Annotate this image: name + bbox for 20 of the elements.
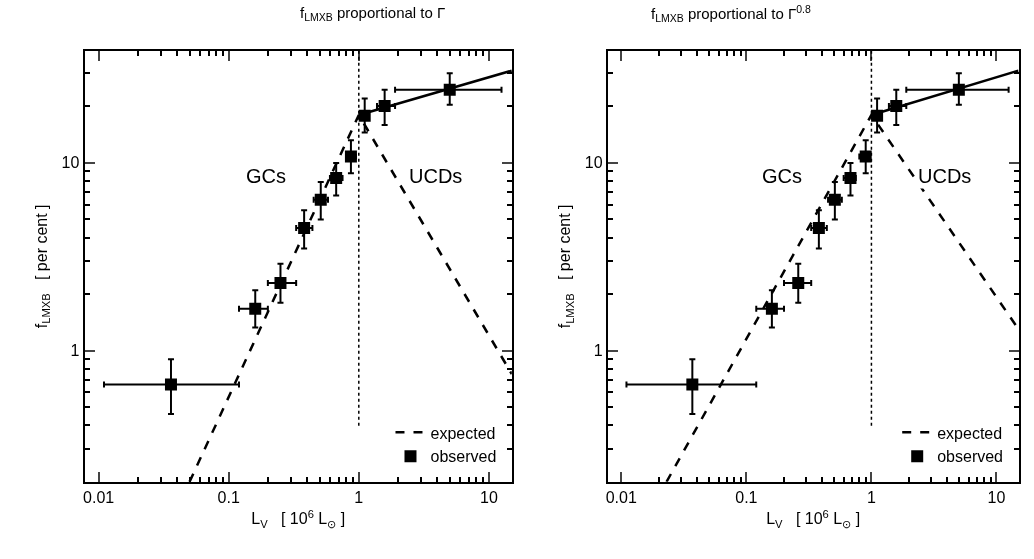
x-axis-title: L$_{V}$ [ 10$^{6}$ L$_{⊙}$ ] [766,507,861,530]
x-tick-label: 1 [354,489,364,507]
annotation: GCs [246,165,286,187]
legend-label: observed [937,448,1004,466]
x-tick-label: 10 [480,489,498,507]
annotation: UCDs [409,165,463,187]
chart-title: f$_{LMXB}$ proportional to Γ [300,4,446,24]
legend-label: expected [937,424,1003,442]
annotation: GCs [762,165,802,187]
legend-label: observed [430,448,497,466]
x-tick-label: 0.01 [83,489,115,507]
annotation: UCDs [918,165,972,187]
legend-label: expected [430,424,496,442]
x-axis-title: L$_{V}$ [ 10$^{6}$ L$_{⊙}$ ] [251,507,346,530]
x-tick-label: 0.01 [605,489,637,507]
x-tick-label: 1 [866,489,876,507]
x-tick-label: 0.1 [217,489,240,507]
x-tick-label: 10 [987,489,1006,507]
chart-title: f$_{LMXB}$ proportional to Γ$^{0.8}$ [651,3,812,25]
x-tick-label: 0.1 [735,489,758,507]
